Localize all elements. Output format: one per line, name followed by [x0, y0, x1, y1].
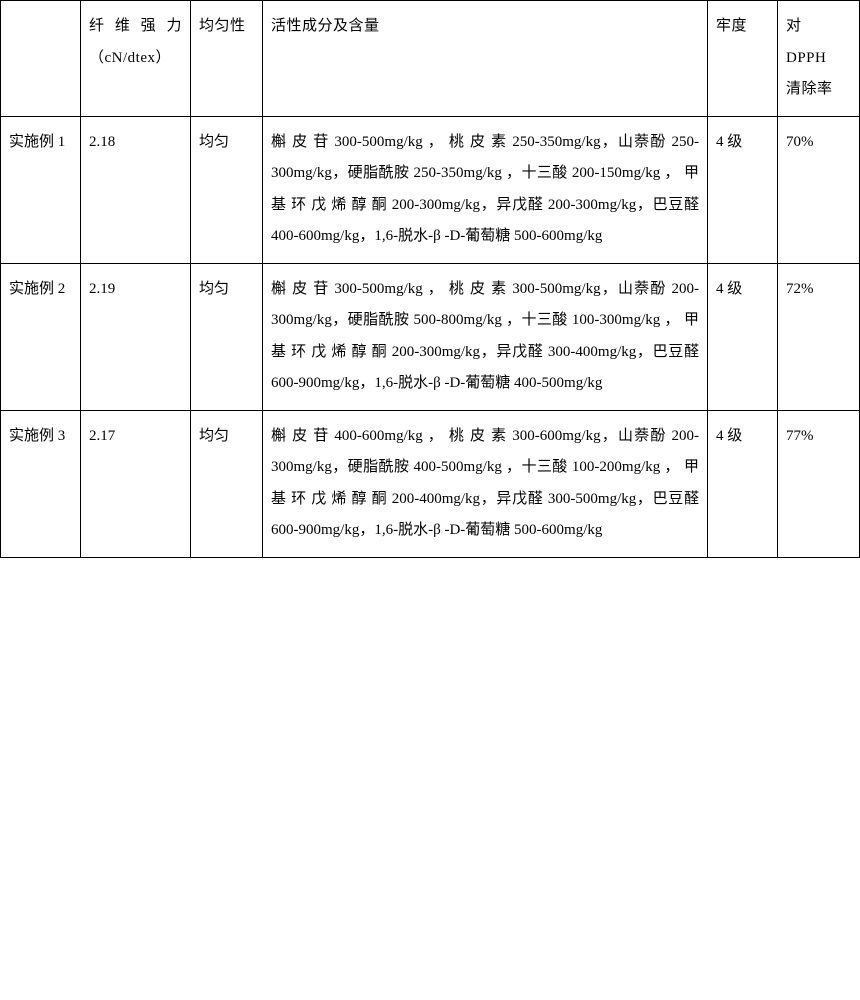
- cell-strength: 2.17: [81, 410, 191, 557]
- header-dpph-line3: 清除率: [786, 74, 851, 106]
- cell-components: 槲 皮 苷 300-500mg/kg ， 桃 皮 素 300-500mg/kg，…: [263, 263, 708, 410]
- cell-label: 实施例 1: [1, 116, 81, 263]
- cell-uniform: 均匀: [191, 116, 263, 263]
- header-dpph: 对 DPPH 清除率: [778, 1, 860, 117]
- header-dpph-line2: DPPH: [786, 43, 851, 75]
- header-strength: 纤 维 强 力 （cN/dtex）: [81, 1, 191, 117]
- cell-components: 槲 皮 苷 400-600mg/kg ， 桃 皮 素 300-600mg/kg，…: [263, 410, 708, 557]
- header-uniform: 均匀性: [191, 1, 263, 117]
- cell-dpph: 77%: [778, 410, 860, 557]
- cell-uniform: 均匀: [191, 410, 263, 557]
- table-header-row: 纤 维 强 力 （cN/dtex） 均匀性 活性成分及含量 牢度 对 DPPH …: [1, 1, 860, 117]
- cell-label: 实施例 3: [1, 410, 81, 557]
- header-label: [1, 1, 81, 117]
- table-row: 实施例 3 2.17 均匀 槲 皮 苷 400-600mg/kg ， 桃 皮 素…: [1, 410, 860, 557]
- cell-strength: 2.19: [81, 263, 191, 410]
- cell-label: 实施例 2: [1, 263, 81, 410]
- cell-fastness: 4 级: [708, 263, 778, 410]
- header-dpph-line1: 对: [786, 11, 851, 43]
- cell-dpph: 70%: [778, 116, 860, 263]
- cell-strength: 2.18: [81, 116, 191, 263]
- cell-fastness: 4 级: [708, 116, 778, 263]
- cell-fastness: 4 级: [708, 410, 778, 557]
- cell-dpph: 72%: [778, 263, 860, 410]
- header-strength-line2: （cN/dtex）: [89, 43, 182, 75]
- cell-uniform: 均匀: [191, 263, 263, 410]
- cell-components: 槲 皮 苷 300-500mg/kg ， 桃 皮 素 250-350mg/kg，…: [263, 116, 708, 263]
- table-row: 实施例 2 2.19 均匀 槲 皮 苷 300-500mg/kg ， 桃 皮 素…: [1, 263, 860, 410]
- table-row: 实施例 1 2.18 均匀 槲 皮 苷 300-500mg/kg ， 桃 皮 素…: [1, 116, 860, 263]
- data-table: 纤 维 强 力 （cN/dtex） 均匀性 活性成分及含量 牢度 对 DPPH …: [0, 0, 860, 558]
- header-strength-line1: 纤 维 强 力: [89, 11, 182, 43]
- header-components: 活性成分及含量: [263, 1, 708, 117]
- header-fastness: 牢度: [708, 1, 778, 117]
